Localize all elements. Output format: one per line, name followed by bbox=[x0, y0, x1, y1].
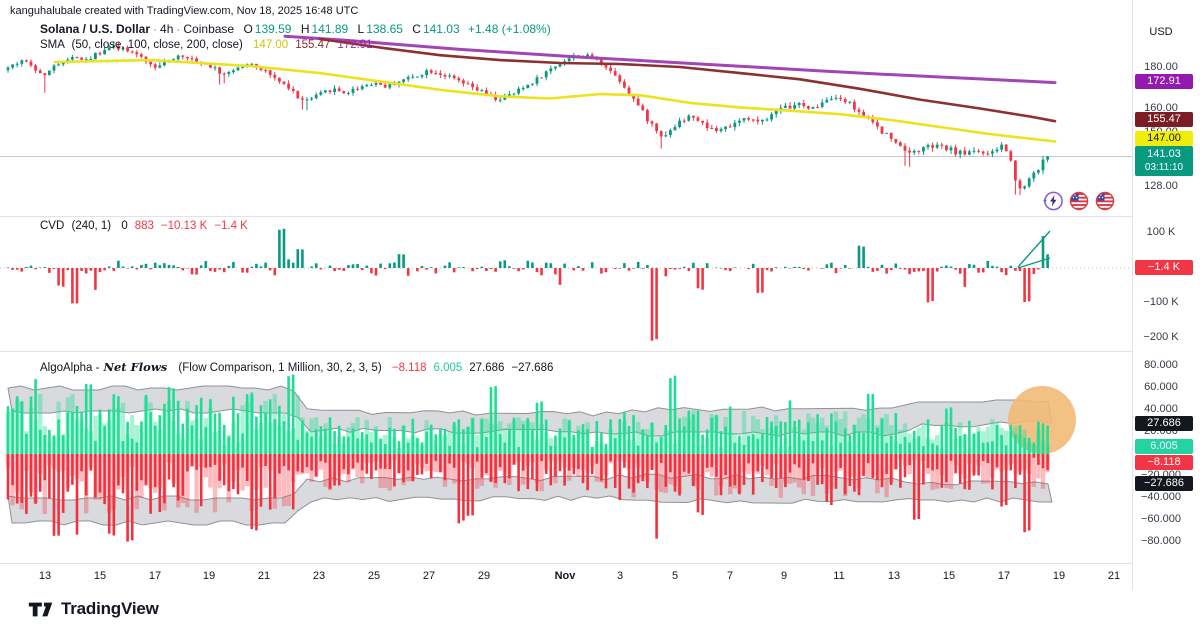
exchange-label: Coinbase bbox=[183, 22, 235, 36]
price-badge: −1.4 K bbox=[1135, 260, 1193, 275]
time-scale[interactable]: 13 15 17 19 21 23 25 27 29 Nov 3 5 7 9 11 13 15 17 19 21 bbox=[0, 563, 1132, 591]
symbol-name: Solana / U.S. Dollar bbox=[40, 22, 151, 36]
us-flag-event-icon[interactable] bbox=[1094, 190, 1116, 212]
sma-values: 147.00 155.47 172.91 bbox=[246, 39, 373, 51]
price-badge: 6.005 bbox=[1135, 439, 1193, 454]
low-value: 138.65 bbox=[366, 22, 403, 36]
interval-label[interactable]: 4h bbox=[160, 22, 174, 36]
cvd-value: 0 bbox=[121, 220, 128, 232]
cvd-values: 0 883 −10.13 K −1.4 K bbox=[114, 220, 248, 232]
price-badge: 155.47 bbox=[1135, 112, 1193, 127]
axis-tick-label: −80.000 bbox=[1140, 535, 1182, 547]
flows-brand: AlgoAlpha - bbox=[40, 362, 100, 374]
time-tick-label: 17 bbox=[997, 570, 1011, 582]
time-tick-label: 25 bbox=[367, 570, 381, 582]
time-tick-label: 27 bbox=[422, 570, 436, 582]
attribution: kanguhalubale created with TradingView.c… bbox=[10, 5, 359, 17]
price-badge: 172.91 bbox=[1135, 74, 1193, 89]
cvd-value: −10.13 K bbox=[160, 220, 208, 232]
time-tick-label: 19 bbox=[1052, 570, 1066, 582]
us-flag-event-icon[interactable] bbox=[1068, 190, 1090, 212]
time-tick-label: 19 bbox=[202, 570, 216, 582]
axis-tick-label: 100 K bbox=[1146, 226, 1176, 238]
tradingview-logo[interactable]: TradingView bbox=[28, 599, 159, 619]
symbol-header[interactable]: Solana / U.S. Dollar · 4h · Coinbase O 139.59… bbox=[40, 22, 551, 36]
cvd-indicator-header[interactable]: CVD (240, 1) 0 883 −10.13 K −1.4 K bbox=[40, 220, 248, 232]
change-value: +1.48 (+1.08%) bbox=[468, 22, 551, 36]
time-tick-label: Nov bbox=[554, 570, 576, 582]
cvd-value: 883 bbox=[134, 220, 154, 232]
tradingview-logo-icon bbox=[28, 602, 53, 616]
time-tick-label: 7 bbox=[726, 570, 734, 582]
sma-indicator-header[interactable]: SMA (50, close, 100, close, 200, close) … bbox=[40, 39, 373, 51]
time-tick-label: 17 bbox=[148, 570, 162, 582]
low-label: L bbox=[357, 22, 365, 36]
separator-dot: · bbox=[176, 22, 181, 36]
axis-tick-label: −40.000 bbox=[1140, 491, 1182, 503]
axis-tick-label: 80.000 bbox=[1144, 359, 1178, 371]
close-value: 141.03 bbox=[422, 22, 460, 36]
chart-canvas[interactable] bbox=[0, 0, 1132, 563]
high-value: 141.89 bbox=[311, 22, 349, 36]
open-value: 139.59 bbox=[254, 22, 292, 36]
time-tick-label: 29 bbox=[477, 570, 491, 582]
time-tick-label: 15 bbox=[93, 570, 107, 582]
boost-lightning-icon[interactable] bbox=[1042, 190, 1064, 212]
sma-params: (50, close, 100, close, 200, close) bbox=[71, 39, 243, 51]
separator-dot: · bbox=[153, 22, 158, 36]
sma-value: 155.47 bbox=[295, 39, 331, 51]
flows-value: −8.118 bbox=[391, 362, 427, 374]
price-badge: −8.118 bbox=[1135, 455, 1193, 470]
axis-tick-label: −60.000 bbox=[1140, 513, 1182, 525]
open-label: O bbox=[243, 22, 253, 36]
time-tick-label: 23 bbox=[312, 570, 326, 582]
time-tick-label: 3 bbox=[616, 570, 624, 582]
high-label: H bbox=[300, 22, 310, 36]
price-badge: −27.686 bbox=[1135, 476, 1193, 491]
flows-value: −27.686 bbox=[511, 362, 554, 374]
axis-tick-label: 180.00 bbox=[1144, 61, 1178, 73]
time-tick-label: 5 bbox=[671, 570, 679, 582]
sma-label: SMA bbox=[40, 39, 65, 51]
flows-value: 27.686 bbox=[469, 362, 505, 374]
axis-tick-label: 128.00 bbox=[1144, 180, 1178, 192]
sma-value: 172.91 bbox=[337, 39, 373, 51]
time-tick-label: 13 bbox=[887, 570, 901, 582]
price-badge: 141.03 03:11:10 bbox=[1135, 146, 1193, 176]
sma-value: 147.00 bbox=[253, 39, 289, 51]
net-flows-indicator-header[interactable]: AlgoAlpha - Net Flows (Flow Comparison, 1… bbox=[40, 360, 553, 374]
flows-params: (Flow Comparison, 1 Million, 30, 2, 3, 5… bbox=[178, 362, 382, 374]
flows-title: Net Flows bbox=[103, 360, 168, 374]
cvd-params: (240, 1) bbox=[71, 220, 112, 232]
axis-tick-label: 160.00 bbox=[1144, 102, 1178, 114]
currency-label: USD bbox=[1149, 26, 1173, 38]
axis-tick-label: −200 K bbox=[1143, 331, 1179, 343]
time-tick-label: 13 bbox=[38, 570, 52, 582]
axis-tick-label: 40.000 bbox=[1144, 403, 1178, 415]
close-label: C bbox=[412, 22, 421, 36]
axis-tick-label: −100 K bbox=[1143, 296, 1179, 308]
time-tick-label: 11 bbox=[833, 570, 845, 582]
price-badge: 27.686 bbox=[1135, 416, 1193, 431]
flows-values: −8.118 6.005 27.686 −27.686 bbox=[385, 362, 554, 374]
cvd-value: −1.4 K bbox=[214, 220, 248, 232]
time-tick-label: 15 bbox=[942, 570, 956, 582]
candle-countdown: 03:11:10 bbox=[1144, 162, 1184, 173]
tradingview-logo-text: TradingView bbox=[61, 599, 159, 618]
cvd-label: CVD bbox=[40, 220, 65, 232]
time-tick-label: 21 bbox=[1107, 570, 1121, 582]
time-tick-label: 9 bbox=[780, 570, 788, 582]
flows-value: 6.005 bbox=[433, 362, 463, 374]
axis-tick-label: 60.000 bbox=[1144, 381, 1178, 393]
event-markers bbox=[1042, 190, 1116, 212]
price-badge: 147.00 bbox=[1135, 131, 1193, 146]
time-tick-label: 21 bbox=[257, 570, 271, 582]
